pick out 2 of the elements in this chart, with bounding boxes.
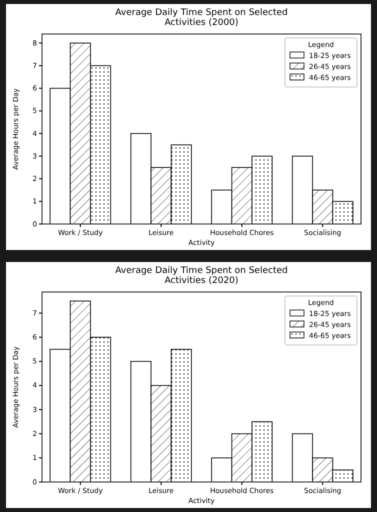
chart-title: Average Daily Time Spent on Selected Activities (2020) [115,266,288,286]
chart-title: Average Daily Time Spent on Selected Activities (2000) [115,8,288,28]
